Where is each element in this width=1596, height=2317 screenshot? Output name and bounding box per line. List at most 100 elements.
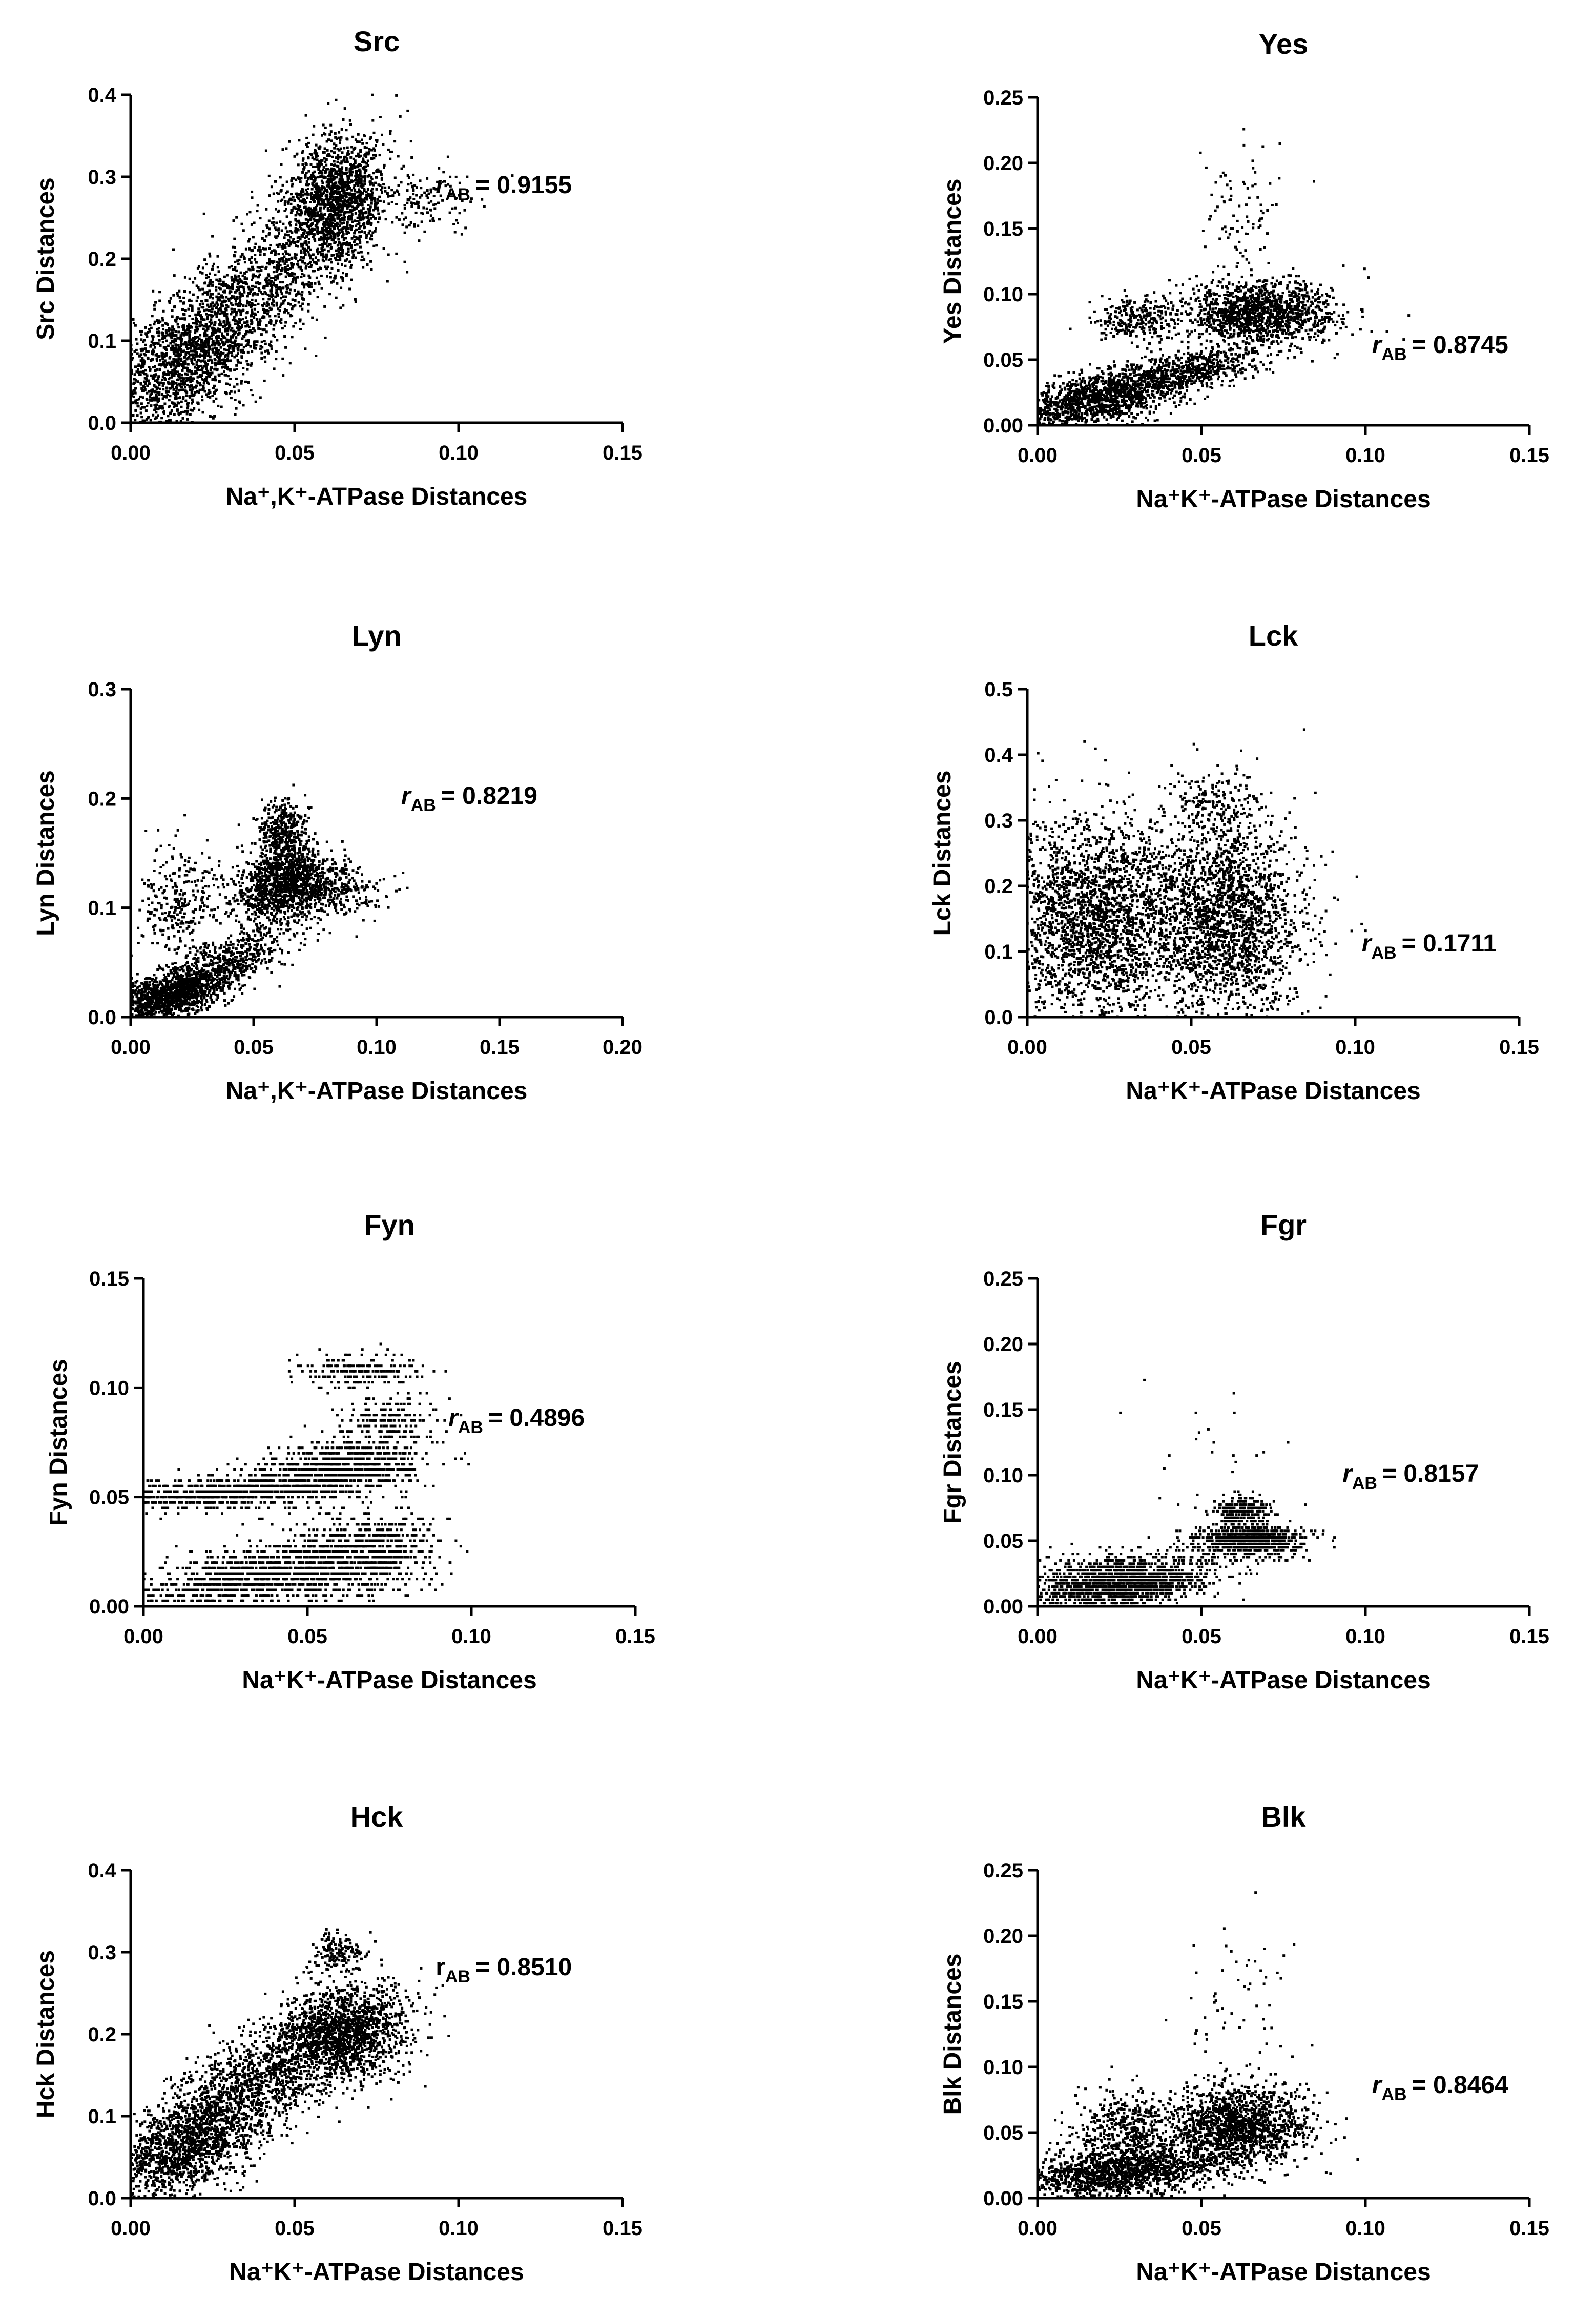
data-point: [286, 190, 289, 193]
data-point: [161, 324, 164, 327]
data-point: [248, 268, 252, 272]
data-point: [211, 265, 214, 268]
data-point: [412, 173, 415, 176]
data-point: [163, 336, 167, 339]
data-point: [161, 319, 164, 322]
y-tick-label: 0.2: [88, 248, 116, 271]
data-point: [1046, 404, 1049, 407]
data-point: [1062, 400, 1065, 402]
data-point: [180, 385, 183, 388]
data-point: [191, 379, 194, 382]
data-point: [343, 147, 346, 150]
data-point: [282, 281, 284, 284]
data-point: [324, 237, 327, 240]
data-point: [297, 208, 300, 211]
data-point: [290, 241, 293, 244]
data-point: [262, 247, 265, 250]
data-point: [234, 246, 236, 249]
data-point: [308, 229, 312, 232]
data-point: [438, 218, 441, 221]
data-point: [294, 254, 297, 257]
data-point: [1068, 416, 1071, 419]
data-point: [246, 295, 249, 298]
data-point: [204, 378, 207, 381]
data-point: [284, 270, 287, 273]
data-point: [317, 280, 320, 283]
data-point: [1096, 417, 1100, 420]
data-point: [203, 324, 206, 327]
data-point: [344, 226, 347, 229]
data-point: [167, 369, 169, 373]
data-point: [170, 376, 173, 379]
data-point: [265, 309, 268, 312]
data-point: [347, 244, 350, 247]
data-point: [230, 307, 233, 311]
data-point: [341, 252, 344, 255]
data-point: [266, 301, 269, 304]
data-point: [237, 352, 239, 355]
data-point: [210, 302, 213, 305]
data-point: [205, 393, 208, 396]
data-point: [213, 415, 216, 418]
data-point: [242, 346, 245, 349]
data-point: [355, 182, 357, 185]
data-point: [253, 316, 255, 319]
data-point: [483, 205, 486, 208]
data-point: [1089, 363, 1091, 366]
data-point: [265, 235, 268, 238]
data-point: [403, 204, 406, 207]
data-point: [239, 271, 242, 274]
data-point: [303, 248, 306, 251]
data-point: [344, 237, 347, 240]
data-point: [216, 327, 219, 330]
y-tick-label: 0.0: [88, 412, 116, 435]
data-point: [174, 397, 177, 400]
data-point: [160, 331, 163, 334]
data-point: [370, 177, 374, 180]
data-point: [141, 387, 144, 390]
data-point: [231, 287, 234, 291]
data-point: [164, 378, 167, 381]
data-point: [285, 260, 288, 263]
data-point: [300, 269, 303, 272]
data-point: [346, 177, 349, 180]
data-point: [155, 394, 157, 397]
data-point: [288, 362, 292, 365]
data-point: [350, 218, 353, 221]
data-point: [284, 226, 287, 230]
data-point: [321, 249, 324, 252]
data-point: [155, 411, 158, 414]
data-point: [288, 274, 291, 277]
data-point: [153, 397, 156, 400]
data-point: [299, 318, 302, 321]
data-point: [356, 191, 359, 194]
data-point: [1179, 397, 1183, 400]
data-point: [1110, 374, 1113, 377]
data-point: [1053, 417, 1056, 420]
data-point: [188, 337, 191, 340]
data-point: [379, 116, 382, 118]
data-point: [164, 329, 168, 332]
data-point: [288, 241, 292, 244]
data-point: [317, 259, 320, 262]
data-point: [135, 348, 138, 351]
data-point: [259, 291, 262, 294]
data-point: [300, 211, 303, 214]
data-point: [361, 255, 364, 258]
data-point: [341, 279, 344, 282]
data-point: [383, 163, 386, 167]
data-point: [359, 203, 362, 206]
data-point: [301, 151, 304, 154]
data-point: [395, 94, 398, 97]
data-point: [349, 211, 353, 214]
data-point: [325, 220, 328, 223]
data-point: [1117, 417, 1120, 419]
data-point: [217, 292, 220, 295]
data-point: [257, 327, 260, 330]
data-point: [372, 209, 375, 212]
data-point: [354, 298, 357, 301]
data-point: [321, 232, 324, 235]
data-point: [244, 333, 247, 336]
data-point: [178, 362, 181, 365]
data-point: [350, 146, 354, 149]
